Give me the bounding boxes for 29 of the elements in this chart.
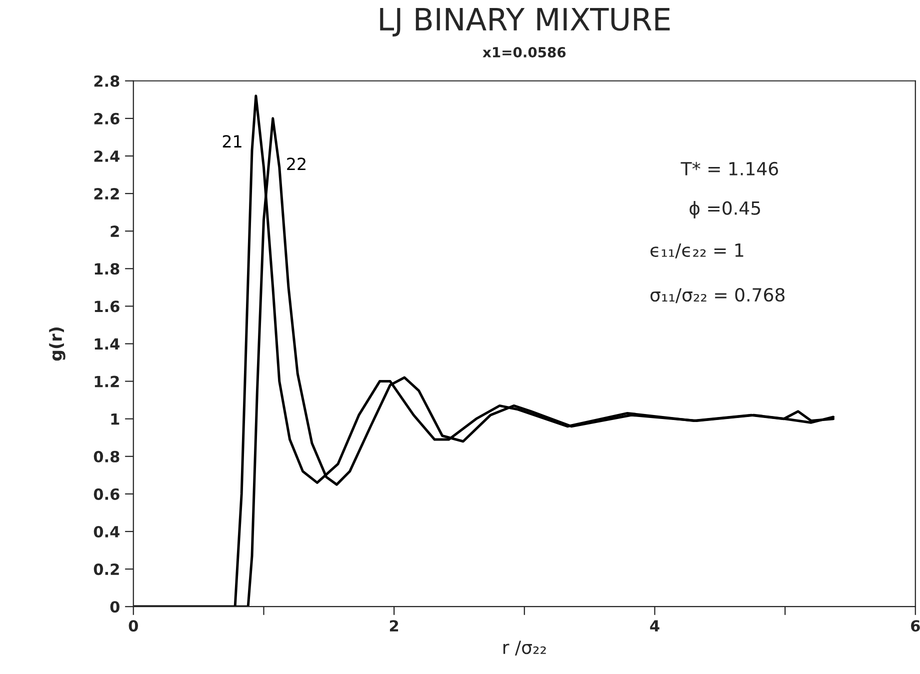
y-tick-label: 2.8 xyxy=(94,75,120,87)
y-axis-title: g(r) xyxy=(49,327,66,361)
x-tick-label: 4 xyxy=(650,620,660,632)
y-tick-label: 0.8 xyxy=(94,450,120,462)
y-tick-label: 2.4 xyxy=(94,150,120,162)
y-tick-label: 0.4 xyxy=(94,526,120,538)
x-tick-label: 2 xyxy=(390,620,398,632)
y-tick-label: 1.8 xyxy=(94,263,120,275)
y-tick-label: 0.6 xyxy=(94,488,120,500)
y-tick-label: 0 xyxy=(110,601,120,613)
y-tick-label: 1 xyxy=(111,414,120,425)
annotation: ϕ =0.45 xyxy=(690,200,760,218)
annotation: σ₁₁/σ₂₂ = 0.768 xyxy=(650,288,785,304)
y-tick-label: 1.4 xyxy=(94,338,120,350)
chart-subtitle: x1=0.0586 xyxy=(482,46,566,58)
series-label: 21 xyxy=(222,135,242,148)
x-tick-label: 6 xyxy=(911,620,920,632)
y-tick-label: 1.6 xyxy=(94,300,120,312)
x-axis-title: r /σ₂₂ xyxy=(503,640,546,656)
y-tick-label: 1.2 xyxy=(94,376,119,388)
series-label: 22 xyxy=(287,158,306,170)
y-tick-label: 2.6 xyxy=(94,112,120,124)
annotation: ϵ₁₁/ϵ₂₂ = 1 xyxy=(650,244,744,258)
y-tick-label: 0.2 xyxy=(94,564,119,576)
annotation: T* = 1.146 xyxy=(680,162,778,176)
x-tick-label: 0 xyxy=(128,620,138,632)
chart-title: LJ BINARY MIXTURE xyxy=(380,8,670,36)
y-tick-label: 2 xyxy=(110,226,119,237)
y-tick-label: 2.2 xyxy=(94,188,119,200)
